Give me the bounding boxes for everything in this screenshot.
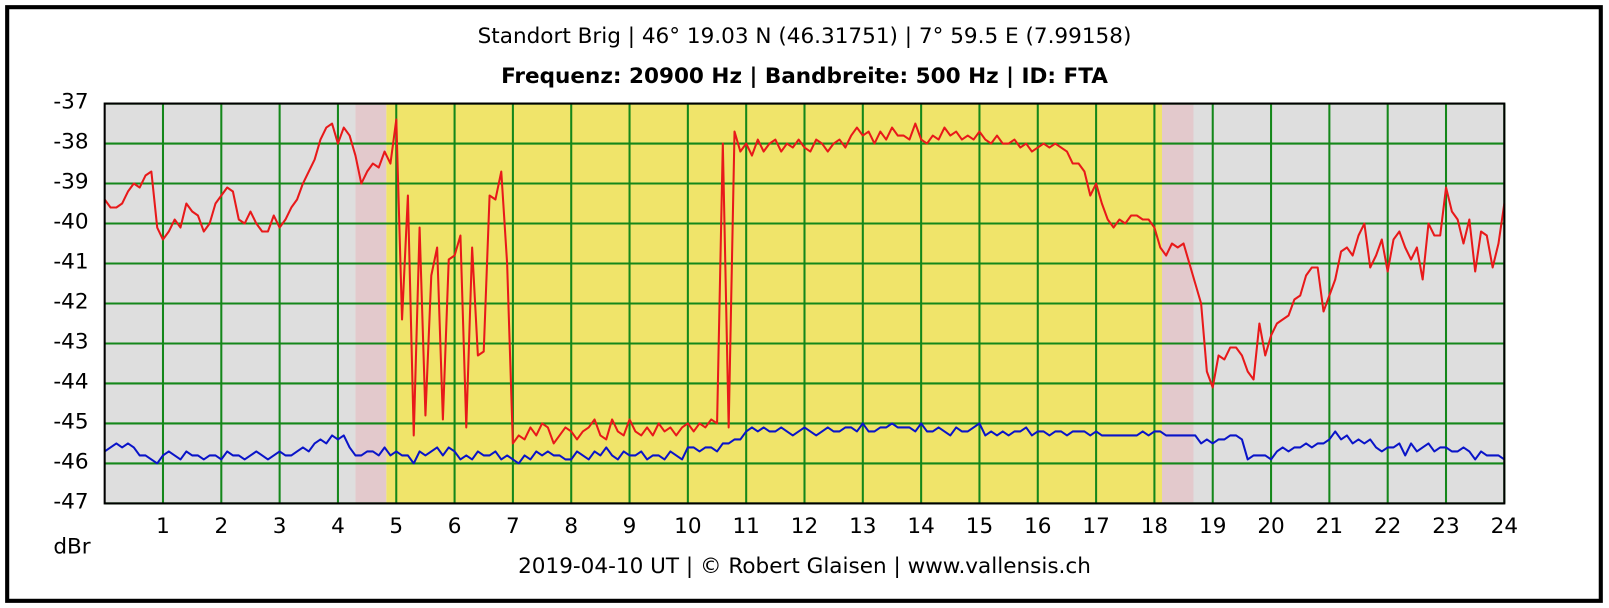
y-tick-label: -41 <box>53 249 88 274</box>
x-tick-label: 7 <box>506 514 520 539</box>
y-axis-label: dBr <box>53 535 90 560</box>
x-tick-label: 23 <box>1432 514 1459 539</box>
x-tick-label: 19 <box>1199 514 1226 539</box>
y-tick-label: -43 <box>53 329 88 354</box>
x-tick-label: 11 <box>732 514 759 539</box>
x-tick-label: 5 <box>389 514 403 539</box>
series-line <box>103 118 1506 445</box>
y-tick-label: -45 <box>53 409 88 434</box>
x-tick-label: 17 <box>1082 514 1109 539</box>
y-tick-label: -39 <box>53 170 88 195</box>
x-tick-label: 16 <box>1024 514 1051 539</box>
x-tick-label: 12 <box>791 514 818 539</box>
y-tick-label: -46 <box>53 449 88 474</box>
x-tick-label: 18 <box>1141 514 1168 539</box>
x-tick-label: 1 <box>156 514 170 539</box>
plot-border <box>103 102 1506 505</box>
x-tick-label: 2 <box>214 514 228 539</box>
x-tick-label: 10 <box>674 514 701 539</box>
x-tick-label: 13 <box>849 514 876 539</box>
x-tick-label: 24 <box>1491 514 1518 539</box>
footer: 2019-04-10 UT | © Robert Glaisen | www.v… <box>518 554 1091 579</box>
chart-title: Standort Brig | 46° 19.03 N (46.31751) |… <box>478 24 1132 49</box>
y-tick-label: -47 <box>53 489 88 514</box>
y-tick-label: -42 <box>53 289 88 314</box>
x-tick-label: 14 <box>907 514 934 539</box>
x-tick-label: 21 <box>1316 514 1343 539</box>
x-tick-label: 6 <box>448 514 462 539</box>
chart-subtitle: Frequenz: 20900 Hz | Bandbreite: 500 Hz … <box>501 64 1108 89</box>
y-tick-label: -40 <box>53 209 88 234</box>
y-tick-label: -38 <box>53 130 88 155</box>
x-tick-label: 15 <box>966 514 993 539</box>
y-tick-label: -44 <box>53 369 88 394</box>
x-tick-label: 20 <box>1257 514 1284 539</box>
x-tick-label: 3 <box>273 514 287 539</box>
x-tick-label: 8 <box>564 514 578 539</box>
y-tick-label: -37 <box>53 90 88 115</box>
x-tick-label: 9 <box>623 514 637 539</box>
frame <box>5 5 1603 603</box>
series-line <box>104 422 1505 465</box>
x-tick-label: 4 <box>331 514 345 539</box>
x-tick-label: 22 <box>1374 514 1401 539</box>
